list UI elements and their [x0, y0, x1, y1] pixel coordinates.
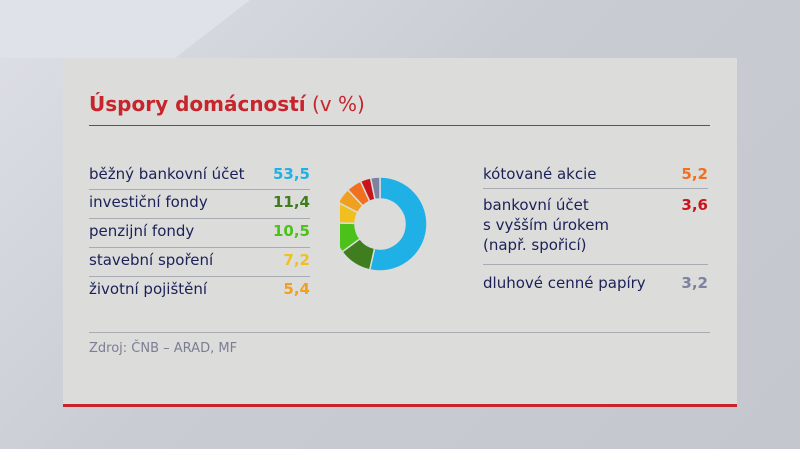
- footer-divider: [89, 332, 710, 333]
- legend-value: 53,5: [272, 165, 310, 183]
- legend-value: 11,4: [272, 193, 310, 211]
- infographic-card: Úspory domácností (v %) běžný bankovní ú…: [63, 58, 737, 405]
- legend-value: 3,2: [681, 274, 708, 292]
- source-note: Zdroj: ČNB – ARAD, MF: [89, 341, 238, 356]
- legend-value: 3,6: [681, 196, 708, 214]
- donut-slice: [369, 176, 381, 201]
- title-main: Úspory domácností: [89, 92, 306, 116]
- donut-slice: [368, 176, 428, 272]
- legend-label: běžný bankovní účet: [89, 165, 245, 183]
- donut-slice: [340, 222, 361, 253]
- legend-row: investiční fondy 11,4: [89, 190, 310, 219]
- legend-row: bankovní účet s vyšším úrokem (např. spoři…: [483, 189, 708, 265]
- legend-label: životní pojištění: [89, 280, 208, 298]
- donut-chart: [340, 176, 428, 272]
- legend-row: penzijní fondy 10,5: [89, 219, 310, 248]
- legend-row: dluhové cenné papíry 3,2: [483, 265, 708, 295]
- legend-left: běžný bankovní účet 53,5 investiční fondy…: [89, 162, 310, 306]
- legend-label: bankovní účet s vyšším úrokem (např. spoři…: [483, 196, 610, 254]
- legend-label: stavební spoření: [89, 251, 214, 269]
- legend-value: 5,4: [283, 280, 310, 298]
- chart-title: Úspory domácností (v %): [89, 92, 365, 116]
- legend-row: kótované akcie 5,2: [483, 162, 708, 189]
- legend-row: životní pojištění 5,4: [89, 277, 310, 306]
- legend-label: penzijní fondy: [89, 222, 195, 240]
- legend-label: dluhové cenné papíry: [483, 274, 646, 292]
- title-unit: (v %): [311, 92, 365, 116]
- card-bottom-accent: [63, 404, 737, 407]
- legend-value: 5,2: [681, 165, 708, 183]
- legend-label: investiční fondy: [89, 193, 208, 211]
- legend-value: 10,5: [272, 222, 310, 240]
- legend-row: stavební spoření 7,2: [89, 248, 310, 277]
- title-divider: [89, 125, 710, 126]
- legend-right: kótované akcie 5,2 bankovní účet s vyšším …: [483, 162, 708, 295]
- legend-value: 7,2: [283, 251, 310, 269]
- legend-label: kótované akcie: [483, 165, 597, 183]
- legend-row: běžný bankovní účet 53,5: [89, 162, 310, 190]
- map-background: [0, 0, 250, 58]
